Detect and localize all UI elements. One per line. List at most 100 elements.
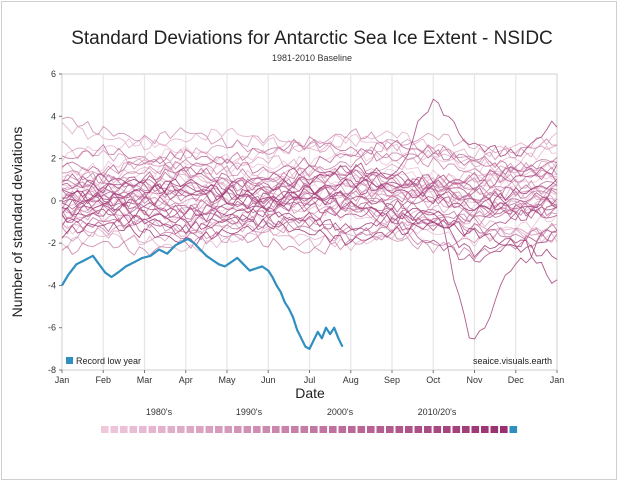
- year-swatch: [291, 426, 299, 433]
- year-line: [62, 98, 558, 201]
- year-swatch: [509, 426, 518, 433]
- y-tick-label: 6: [51, 69, 56, 79]
- decade-label: 1990's: [236, 407, 263, 417]
- year-swatch: [462, 426, 470, 433]
- year-swatches: [101, 426, 518, 433]
- year-line: [61, 139, 558, 178]
- year-line: [61, 208, 558, 263]
- year-line: [61, 178, 558, 212]
- year-line: [61, 165, 558, 196]
- decade-label: 2000's: [327, 407, 354, 417]
- year-swatch: [338, 426, 347, 433]
- y-axis-label: Number of standard deviations: [9, 127, 25, 318]
- x-tick-label: Jul: [304, 375, 316, 385]
- x-axis-ticks: Jan Feb Mar Apr May Jun Jul Aug Sep Oct Nov Dec Jan: [55, 370, 565, 385]
- x-tick-label: Apr: [179, 375, 193, 385]
- year-swatch: [481, 426, 489, 433]
- year-swatch: [101, 426, 109, 433]
- decade-label: 1980's: [146, 407, 173, 417]
- year-swatch: [186, 426, 195, 433]
- year-line: [61, 151, 558, 185]
- year-swatch: [224, 426, 233, 433]
- year-line: [61, 164, 558, 197]
- year-swatch: [158, 426, 166, 433]
- year-swatch: [424, 426, 432, 433]
- year-line: [61, 213, 558, 253]
- x-axis-label: Date: [295, 385, 325, 401]
- year-swatch: [129, 426, 138, 433]
- year-line: [61, 173, 558, 216]
- year-swatch: [281, 426, 290, 433]
- year-swatch: [357, 426, 366, 433]
- record-low-line: [61, 237, 344, 350]
- year-swatch: [177, 426, 185, 433]
- y-tick-label: -4: [48, 280, 56, 290]
- year-swatch: [405, 426, 413, 433]
- legend: Record low year: [66, 356, 141, 366]
- year-line: [61, 192, 558, 284]
- year-line: [61, 218, 558, 260]
- decade-label: 2010/20's: [418, 407, 457, 417]
- year-line: [61, 180, 558, 226]
- year-line: [61, 116, 558, 164]
- y-tick-label: 2: [51, 154, 56, 164]
- x-tick-label: Jun: [261, 375, 276, 385]
- year-swatch: [452, 426, 461, 433]
- year-swatch: [167, 426, 176, 433]
- y-tick-label: 0: [51, 196, 56, 206]
- year-line: [61, 121, 558, 158]
- year-line: [61, 229, 558, 261]
- x-tick-label: Jan: [550, 375, 565, 385]
- x-tick-label: Nov: [466, 375, 483, 385]
- y-tick-label: -2: [48, 238, 56, 248]
- y-axis-ticks: -8 -6 -4 -2 0 2 4 6: [48, 69, 62, 375]
- year-swatch: [329, 426, 337, 433]
- x-tick-label: May: [218, 375, 236, 385]
- year-swatch: [148, 426, 157, 433]
- legend-swatch: [66, 357, 73, 364]
- year-line: [61, 213, 558, 243]
- decade-labels: 1980's 1990's 2000's 2010/20's: [146, 407, 457, 417]
- x-tick-label: Feb: [95, 375, 111, 385]
- source-annotation: seaice.visuals.earth: [473, 356, 552, 366]
- year-line: [61, 136, 558, 174]
- legend-label: Record low year: [76, 356, 141, 366]
- year-swatch: [395, 426, 404, 433]
- year-line: [61, 205, 558, 248]
- year-swatch: [376, 426, 385, 433]
- year-swatch: [139, 426, 147, 433]
- year-swatch: [319, 426, 328, 433]
- year-swatch: [433, 426, 442, 433]
- year-swatch: [234, 426, 242, 433]
- x-tick-label: Jan: [55, 375, 70, 385]
- year-swatch: [471, 426, 480, 433]
- year-swatch: [272, 426, 280, 433]
- year-line: [61, 178, 558, 209]
- year-line: [61, 203, 558, 233]
- year-swatch: [120, 426, 128, 433]
- year-swatch: [443, 426, 451, 433]
- x-tick-label: Oct: [426, 375, 441, 385]
- x-tick-label: Mar: [137, 375, 153, 385]
- year-line: [61, 217, 558, 254]
- year-swatch: [253, 426, 261, 433]
- year-swatch: [262, 426, 271, 433]
- y-tick-label: 4: [51, 111, 56, 121]
- year-line: [61, 168, 558, 201]
- year-swatch: [300, 426, 309, 433]
- year-swatch: [367, 426, 375, 433]
- year-swatch: [414, 426, 423, 433]
- year-swatch: [310, 426, 318, 433]
- year-swatch: [348, 426, 356, 433]
- year-swatch: [205, 426, 214, 433]
- year-line: [61, 170, 558, 206]
- x-tick-label: Sep: [384, 375, 400, 385]
- year-lines: [61, 98, 558, 340]
- year-swatch: [196, 426, 204, 433]
- record-line-group: [61, 237, 344, 350]
- year-swatch: [110, 426, 119, 433]
- y-tick-label: -6: [48, 323, 56, 333]
- plot-area: -8 -6 -4 -2 0 2 4 6 Jan Feb Mar Apr May Jun Jul Aug Sep…: [48, 69, 564, 385]
